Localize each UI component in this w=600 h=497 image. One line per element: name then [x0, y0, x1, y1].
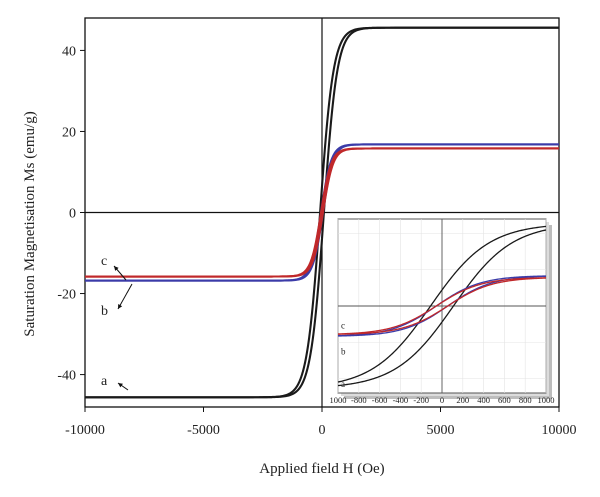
y-tick-label: 40 — [62, 44, 76, 59]
inset-series-a-upper-branch — [337, 225, 547, 383]
inset-series-c-upper-branch — [337, 277, 547, 335]
annotation-arrowhead-b — [118, 304, 123, 309]
series-c-lower-branch — [85, 147, 559, 278]
x-tick-label: 5000 — [427, 423, 455, 438]
inset-series-c-lower-branch — [337, 277, 547, 335]
series-a-lower-branch — [85, 26, 559, 399]
y-tick-label: 0 — [69, 207, 76, 222]
inset-x-tick-label: 1000 — [538, 395, 555, 405]
inset-series-a-lower-branch — [337, 229, 547, 387]
inset-x-tick-label: -800 — [351, 395, 367, 405]
inset-x-tick-label: 1000 — [330, 395, 347, 405]
inset-series-label-c: c — [341, 320, 345, 330]
inset-x-tick-label: 600 — [498, 395, 511, 405]
series-label-c: c — [101, 254, 107, 269]
inset-series-label-a: a — [341, 379, 345, 389]
x-axis-title: Applied field H (Oe) — [259, 461, 384, 477]
y-tick-label: -40 — [57, 369, 76, 384]
inset-x-tick-label: 400 — [477, 395, 490, 405]
x-tick-label: 0 — [319, 423, 326, 438]
series-label-a: a — [101, 374, 108, 389]
y-tick-label: -20 — [57, 288, 76, 303]
x-tick-label: -10000 — [65, 423, 105, 438]
x-tick-label: -5000 — [187, 423, 220, 438]
inset-plot: 1000 -800 -600 -400 -200 0 200 400 600 800 1000 a b c — [330, 218, 555, 405]
annotation-arrow-b — [117, 283, 133, 310]
inset-x-tick-label: 0 — [440, 395, 444, 405]
y-axis-title: Saturation Magnetisation Ms (emu/g) — [22, 111, 38, 336]
series-label-b: b — [101, 304, 108, 319]
inset-x-tick-label: -400 — [393, 395, 409, 405]
annotation-arrowhead-a — [118, 383, 123, 388]
y-tick-label: 20 — [62, 125, 76, 140]
x-tick-label: 10000 — [542, 423, 577, 438]
inset-x-tick-label: -600 — [372, 395, 388, 405]
annotation-arrowhead-c — [114, 266, 119, 271]
inset-x-tick-label: 800 — [519, 395, 532, 405]
inset-series-label-b: b — [341, 346, 346, 356]
inset-x-tick-label: 200 — [456, 395, 469, 405]
inset-x-tick-label: -200 — [413, 395, 429, 405]
